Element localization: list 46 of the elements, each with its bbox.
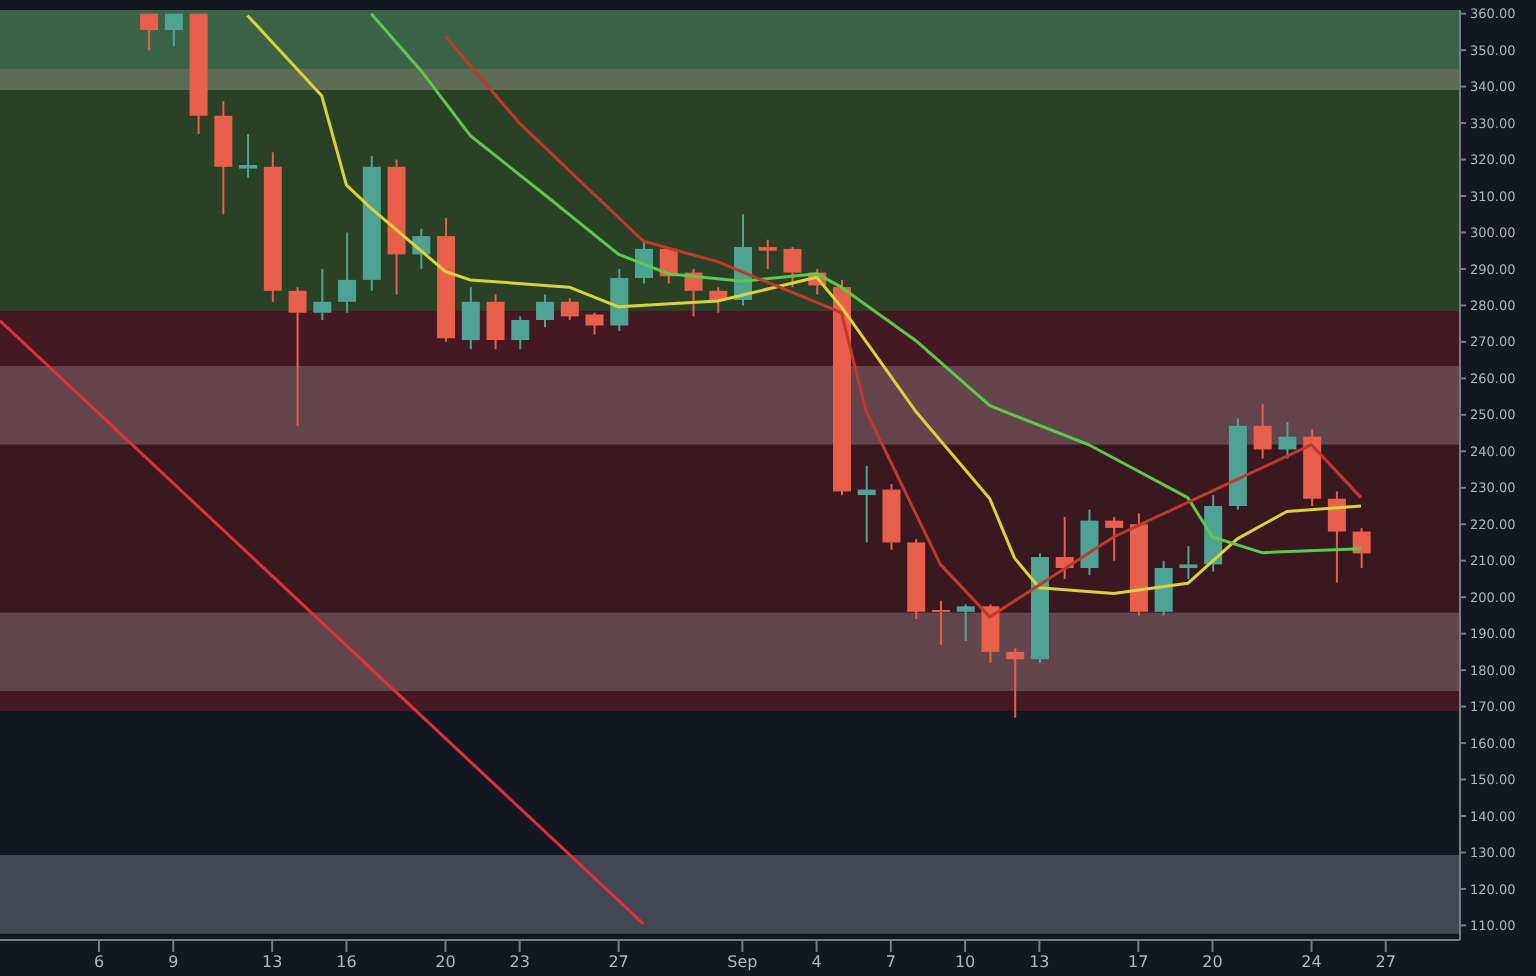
candlestick xyxy=(709,286,728,314)
candlestick xyxy=(956,603,975,642)
candlestick xyxy=(857,464,876,544)
x-tick-label: Sep xyxy=(727,953,758,972)
x-tick-label: 13 xyxy=(1029,953,1050,972)
candlestick xyxy=(610,267,629,332)
candlestick xyxy=(140,12,159,52)
x-tick-label: 27 xyxy=(1375,953,1396,972)
candlestick xyxy=(1080,508,1099,577)
candlestick xyxy=(164,12,183,48)
x-tick-label: 17 xyxy=(1128,953,1149,972)
candlestick xyxy=(1278,421,1297,460)
x-tick-label: 20 xyxy=(435,953,456,972)
x-tick-label: 16 xyxy=(336,953,357,972)
x-tick-label: 23 xyxy=(509,953,530,972)
candlestick xyxy=(1154,559,1173,617)
x-tick-label: 9 xyxy=(168,953,179,972)
x-tick-label: 13 xyxy=(262,953,283,972)
candlestick xyxy=(536,293,555,329)
candlestick xyxy=(931,599,950,646)
candlestick xyxy=(1253,402,1272,460)
candlestick xyxy=(758,238,777,270)
candlestick xyxy=(239,133,258,179)
candlestick xyxy=(1327,490,1346,584)
candlestick xyxy=(486,293,505,351)
x-tick-label: 6 xyxy=(93,953,105,972)
candlestick xyxy=(981,603,1000,664)
candlestick xyxy=(288,286,307,427)
candlestick xyxy=(1105,515,1124,562)
x-tick-label: 10 xyxy=(954,953,976,972)
x-tick-label: 20 xyxy=(1202,953,1223,972)
x-tick-label: 7 xyxy=(885,953,896,972)
candlestick xyxy=(560,297,579,321)
x-tick-label: 24 xyxy=(1301,953,1322,972)
candlestick xyxy=(338,231,357,314)
candlestick xyxy=(783,246,802,289)
line-series xyxy=(245,13,1363,596)
candlestick xyxy=(1352,526,1371,569)
x-tick-label: 27 xyxy=(608,953,629,972)
candlestick xyxy=(461,286,480,351)
candlestick xyxy=(1179,545,1198,580)
candlestick xyxy=(1006,647,1025,719)
x-tick-label: 4 xyxy=(811,953,822,972)
candlestick xyxy=(313,267,332,321)
candlestick xyxy=(511,315,530,351)
candlestick xyxy=(585,311,604,336)
